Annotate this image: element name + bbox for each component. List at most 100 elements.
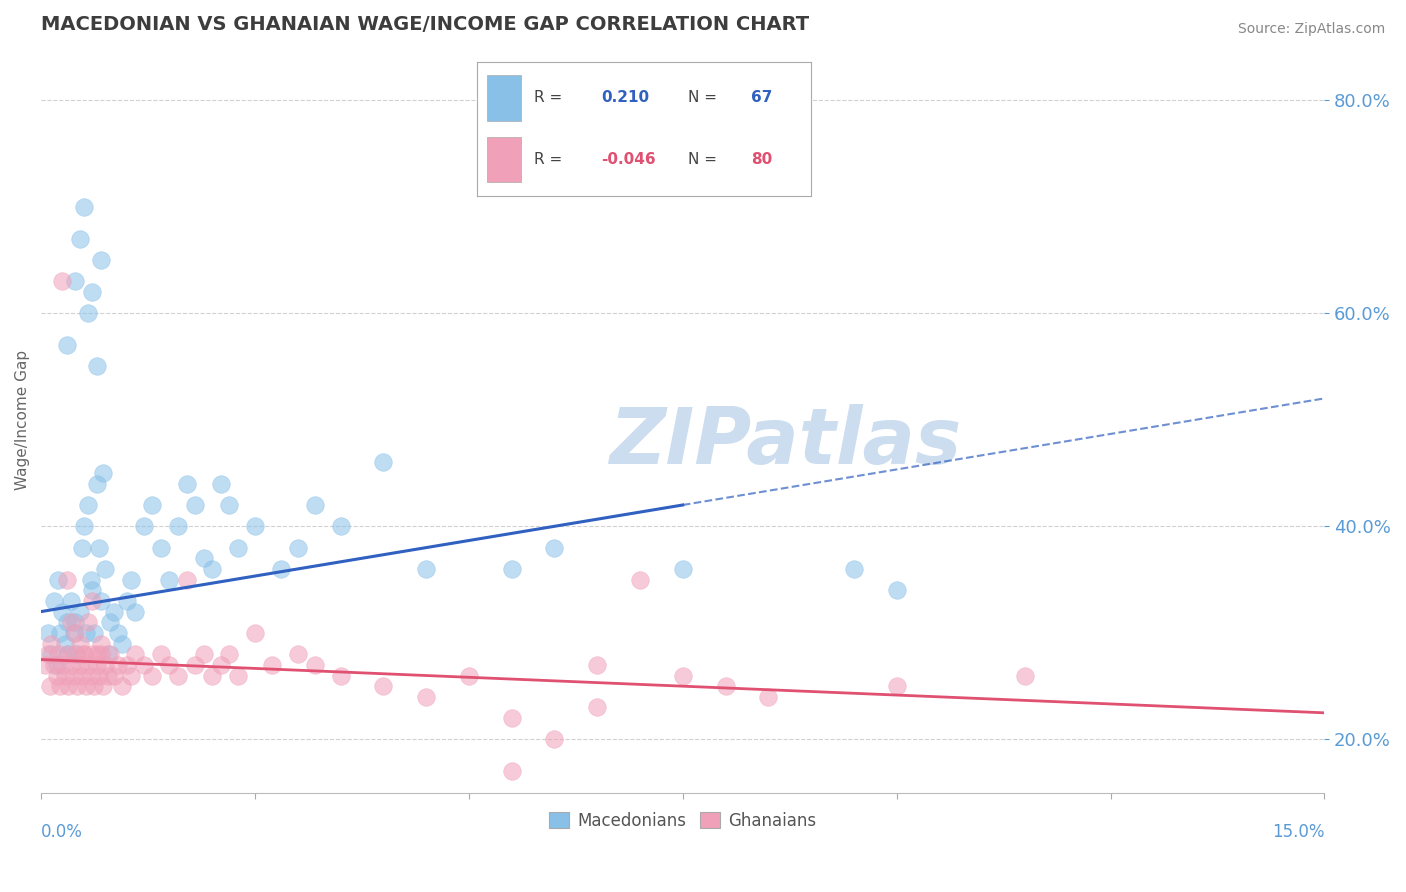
Point <box>69 657 91 672</box>
Point <box>89 668 111 682</box>
Point <box>501 711 523 725</box>
Point <box>97 668 120 682</box>
Point <box>70 541 93 555</box>
Point <box>49 679 72 693</box>
Point <box>149 541 172 555</box>
Point <box>75 679 97 693</box>
Point <box>209 657 232 672</box>
Text: MACEDONIAN VS GHANAIAN WAGE/INCOME GAP CORRELATION CHART: MACEDONIAN VS GHANAIAN WAGE/INCOME GAP C… <box>41 15 810 34</box>
Point <box>373 679 395 693</box>
Point <box>543 732 565 747</box>
Point <box>73 647 96 661</box>
Point <box>77 615 100 630</box>
Point <box>97 647 120 661</box>
Point <box>60 615 83 630</box>
Point <box>501 562 523 576</box>
Text: 15.0%: 15.0% <box>1272 823 1324 841</box>
Point <box>415 562 437 576</box>
Point <box>132 519 155 533</box>
Y-axis label: Wage/Income Gap: Wage/Income Gap <box>15 350 30 490</box>
Point <box>103 668 125 682</box>
Point <box>98 647 121 661</box>
Point <box>51 274 73 288</box>
Point <box>73 519 96 533</box>
Point <box>69 231 91 245</box>
Point <box>304 657 326 672</box>
Point <box>82 647 104 661</box>
Point <box>586 700 609 714</box>
Point <box>82 285 104 299</box>
Point <box>89 541 111 555</box>
Point <box>60 594 83 608</box>
Point <box>243 626 266 640</box>
Point <box>184 498 207 512</box>
Point <box>51 657 73 672</box>
Point <box>218 498 240 512</box>
Point <box>86 359 108 374</box>
Point <box>80 573 103 587</box>
Point <box>83 626 105 640</box>
Point <box>90 647 112 661</box>
Point <box>98 615 121 630</box>
Point <box>714 679 737 693</box>
Point <box>107 626 129 640</box>
Point <box>115 657 138 672</box>
Point <box>628 573 651 587</box>
Point <box>65 615 87 630</box>
Point <box>45 668 67 682</box>
Point <box>62 626 84 640</box>
Point <box>543 541 565 555</box>
Point <box>115 594 138 608</box>
Point <box>77 657 100 672</box>
Point <box>37 626 59 640</box>
Point <box>141 498 163 512</box>
Point <box>77 498 100 512</box>
Point <box>159 657 181 672</box>
Point <box>66 679 89 693</box>
Point <box>672 668 695 682</box>
Point <box>184 657 207 672</box>
Point <box>120 668 142 682</box>
Point <box>86 647 108 661</box>
Point <box>41 636 63 650</box>
Point <box>70 668 93 682</box>
Point <box>149 647 172 661</box>
Point <box>457 668 479 682</box>
Point <box>124 647 146 661</box>
Point <box>270 562 292 576</box>
Point <box>80 668 103 682</box>
Point <box>73 647 96 661</box>
Point <box>58 679 80 693</box>
Point <box>226 668 249 682</box>
Point <box>82 594 104 608</box>
Point <box>373 455 395 469</box>
Point <box>107 657 129 672</box>
Point <box>329 668 352 682</box>
Point <box>55 338 77 352</box>
Point <box>111 679 134 693</box>
Point <box>91 679 114 693</box>
Point <box>193 647 215 661</box>
Point <box>201 668 224 682</box>
Point <box>69 636 91 650</box>
Point <box>287 647 309 661</box>
Point <box>1014 668 1036 682</box>
Point <box>38 679 60 693</box>
Point <box>65 274 87 288</box>
Point <box>501 764 523 779</box>
Point <box>304 498 326 512</box>
Point <box>218 647 240 661</box>
Point <box>262 657 284 672</box>
Point <box>45 657 67 672</box>
Point <box>756 690 779 704</box>
Point <box>58 647 80 661</box>
Point <box>55 573 77 587</box>
Point <box>46 647 69 661</box>
Point <box>415 690 437 704</box>
Point <box>46 573 69 587</box>
Point <box>243 519 266 533</box>
Point <box>176 476 198 491</box>
Point <box>167 668 190 682</box>
Point <box>77 306 100 320</box>
Point <box>111 636 134 650</box>
